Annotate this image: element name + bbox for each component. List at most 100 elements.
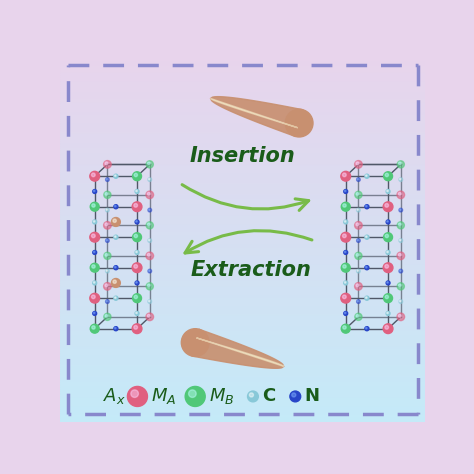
Circle shape — [356, 300, 360, 303]
Bar — [61, 113, 425, 115]
Bar — [61, 199, 425, 201]
Bar — [61, 420, 425, 422]
Bar — [61, 250, 425, 252]
Circle shape — [365, 205, 369, 209]
Polygon shape — [210, 97, 303, 137]
Bar — [61, 323, 425, 325]
Bar — [61, 161, 425, 163]
Bar — [61, 356, 425, 358]
Bar — [61, 136, 425, 137]
Bar — [61, 310, 425, 312]
Circle shape — [114, 235, 118, 239]
Circle shape — [135, 281, 139, 285]
Bar — [61, 358, 425, 360]
Circle shape — [398, 192, 401, 195]
Circle shape — [383, 294, 392, 302]
Bar — [61, 321, 425, 323]
Bar — [61, 294, 425, 296]
Circle shape — [383, 263, 393, 273]
Circle shape — [383, 202, 393, 211]
Circle shape — [131, 390, 138, 398]
Circle shape — [365, 174, 369, 178]
Bar — [61, 318, 425, 319]
Bar — [61, 119, 425, 121]
Circle shape — [148, 178, 152, 182]
Text: N: N — [304, 387, 319, 405]
Circle shape — [341, 202, 350, 211]
Bar — [61, 327, 425, 329]
Circle shape — [343, 326, 346, 329]
Circle shape — [398, 314, 401, 317]
Bar — [61, 289, 425, 291]
Bar — [61, 245, 425, 246]
Bar — [61, 280, 425, 282]
Circle shape — [357, 178, 359, 180]
Circle shape — [386, 251, 390, 255]
Bar — [61, 190, 425, 192]
Circle shape — [355, 221, 362, 229]
Bar — [61, 347, 425, 349]
Bar — [61, 57, 425, 59]
Circle shape — [115, 175, 116, 176]
Circle shape — [365, 328, 367, 329]
Bar — [61, 340, 425, 342]
Circle shape — [146, 283, 154, 290]
Circle shape — [189, 390, 196, 398]
Bar — [61, 252, 425, 254]
Circle shape — [356, 284, 359, 287]
Bar — [61, 258, 425, 259]
Bar — [61, 300, 425, 301]
Circle shape — [134, 234, 137, 237]
Circle shape — [147, 223, 150, 226]
Bar — [61, 112, 425, 113]
Circle shape — [104, 221, 111, 229]
Circle shape — [398, 253, 401, 256]
Circle shape — [114, 327, 118, 331]
Bar — [61, 369, 425, 371]
Circle shape — [135, 251, 139, 255]
Circle shape — [400, 239, 401, 241]
Circle shape — [386, 281, 390, 285]
Circle shape — [365, 266, 367, 268]
Bar — [61, 274, 425, 276]
Circle shape — [135, 311, 139, 315]
Circle shape — [387, 312, 388, 314]
Bar — [61, 185, 425, 186]
Circle shape — [341, 232, 351, 242]
Bar — [61, 66, 425, 68]
Bar — [61, 382, 425, 383]
Bar — [61, 263, 425, 265]
Circle shape — [135, 190, 139, 193]
Bar — [61, 398, 425, 400]
Polygon shape — [191, 329, 284, 368]
Bar — [61, 145, 425, 146]
Bar — [61, 63, 425, 64]
Circle shape — [285, 109, 313, 137]
Circle shape — [148, 300, 152, 303]
Bar — [61, 102, 425, 104]
Circle shape — [344, 311, 347, 315]
Circle shape — [106, 239, 109, 242]
Circle shape — [397, 313, 405, 320]
Bar — [61, 68, 425, 70]
Circle shape — [134, 173, 137, 177]
Circle shape — [111, 279, 120, 287]
Text: Insertion: Insertion — [190, 146, 296, 166]
Circle shape — [383, 324, 393, 334]
Bar — [61, 154, 425, 155]
Circle shape — [90, 293, 100, 303]
Circle shape — [365, 327, 369, 331]
Bar — [61, 201, 425, 203]
Circle shape — [105, 314, 108, 317]
Circle shape — [355, 283, 362, 290]
Circle shape — [115, 266, 116, 268]
Bar — [61, 186, 425, 188]
Circle shape — [357, 301, 359, 302]
Circle shape — [400, 209, 401, 210]
Circle shape — [356, 269, 360, 273]
Bar — [61, 287, 425, 289]
Bar — [61, 177, 425, 179]
Bar — [61, 143, 425, 145]
Circle shape — [345, 190, 346, 191]
Bar — [61, 166, 425, 168]
